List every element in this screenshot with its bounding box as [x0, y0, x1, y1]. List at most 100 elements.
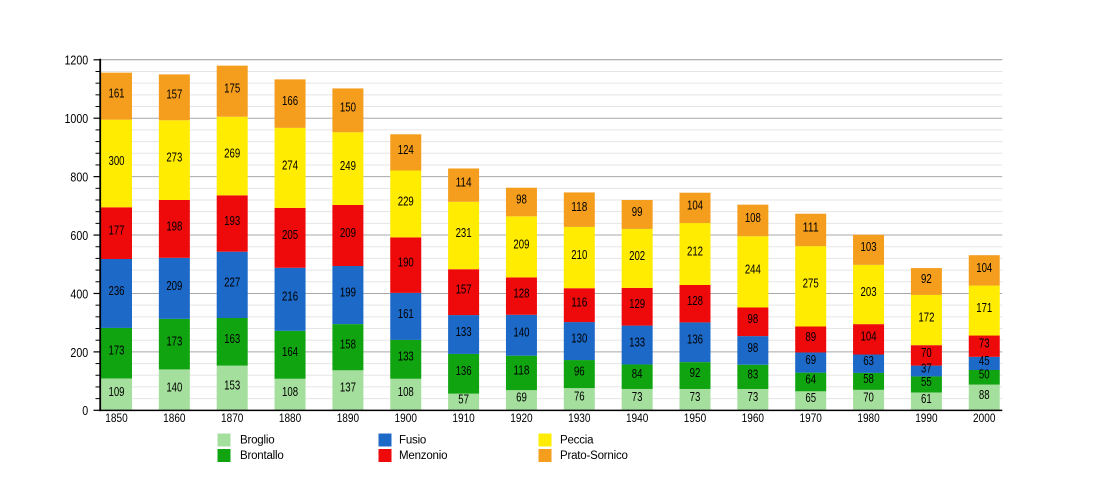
- svg-text:37: 37: [921, 360, 932, 375]
- svg-text:64: 64: [805, 371, 816, 386]
- svg-text:193: 193: [224, 213, 240, 228]
- svg-text:108: 108: [282, 384, 298, 399]
- svg-text:128: 128: [687, 293, 703, 308]
- svg-text:216: 216: [282, 289, 298, 304]
- svg-text:Menzonio: Menzonio: [399, 450, 447, 462]
- svg-text:173: 173: [166, 334, 182, 349]
- svg-text:109: 109: [108, 384, 124, 399]
- svg-text:83: 83: [748, 366, 759, 381]
- svg-text:1860: 1860: [163, 411, 186, 425]
- svg-text:1990: 1990: [915, 411, 938, 425]
- svg-text:73: 73: [979, 336, 990, 351]
- svg-text:190: 190: [398, 255, 414, 270]
- svg-text:136: 136: [456, 363, 472, 378]
- svg-text:108: 108: [398, 384, 414, 399]
- svg-text:198: 198: [166, 218, 182, 233]
- svg-text:84: 84: [632, 366, 643, 381]
- svg-text:50: 50: [979, 367, 990, 382]
- svg-text:300: 300: [108, 153, 124, 168]
- svg-text:69: 69: [516, 390, 527, 405]
- svg-text:140: 140: [166, 379, 182, 394]
- svg-text:175: 175: [224, 81, 240, 96]
- svg-text:65: 65: [805, 390, 816, 405]
- svg-text:Peccia: Peccia: [560, 435, 594, 447]
- svg-text:73: 73: [690, 389, 701, 404]
- svg-text:128: 128: [513, 286, 529, 301]
- svg-text:137: 137: [340, 380, 356, 395]
- svg-text:103: 103: [861, 239, 877, 254]
- svg-text:1980: 1980: [857, 411, 880, 425]
- svg-text:1970: 1970: [800, 411, 823, 425]
- svg-text:199: 199: [340, 284, 356, 299]
- svg-text:1900: 1900: [395, 411, 418, 425]
- svg-text:1940: 1940: [626, 411, 649, 425]
- svg-text:114: 114: [456, 175, 472, 190]
- svg-text:1960: 1960: [742, 411, 765, 425]
- svg-text:129: 129: [629, 296, 645, 311]
- svg-text:89: 89: [805, 329, 816, 344]
- svg-text:275: 275: [803, 276, 819, 291]
- svg-text:104: 104: [687, 197, 703, 212]
- svg-text:172: 172: [918, 309, 934, 324]
- svg-text:244: 244: [745, 261, 761, 276]
- svg-text:158: 158: [340, 337, 356, 352]
- svg-text:212: 212: [687, 243, 703, 258]
- svg-text:104: 104: [861, 329, 877, 344]
- svg-text:1000: 1000: [64, 112, 88, 126]
- svg-text:164: 164: [282, 344, 298, 359]
- svg-text:69: 69: [805, 352, 816, 367]
- svg-text:227: 227: [224, 274, 240, 289]
- svg-text:98: 98: [748, 311, 759, 326]
- svg-text:99: 99: [632, 204, 643, 219]
- svg-text:269: 269: [224, 145, 240, 160]
- svg-text:1930: 1930: [568, 411, 591, 425]
- svg-text:150: 150: [340, 100, 356, 115]
- svg-text:163: 163: [224, 331, 240, 346]
- svg-text:205: 205: [282, 227, 298, 242]
- svg-text:2000: 2000: [973, 411, 996, 425]
- svg-text:73: 73: [748, 389, 759, 404]
- svg-text:209: 209: [166, 278, 182, 293]
- svg-text:73: 73: [632, 389, 643, 404]
- svg-text:203: 203: [861, 284, 877, 299]
- svg-text:161: 161: [398, 306, 414, 321]
- svg-text:161: 161: [108, 86, 124, 101]
- svg-text:231: 231: [456, 225, 472, 240]
- svg-text:273: 273: [166, 150, 182, 165]
- svg-text:118: 118: [513, 362, 529, 377]
- svg-text:0: 0: [82, 404, 88, 418]
- svg-text:153: 153: [224, 377, 240, 392]
- svg-text:209: 209: [513, 236, 529, 251]
- svg-text:600: 600: [70, 229, 88, 243]
- svg-text:1920: 1920: [510, 411, 533, 425]
- svg-text:116: 116: [571, 295, 587, 310]
- svg-text:57: 57: [458, 391, 469, 406]
- svg-text:61: 61: [921, 391, 932, 406]
- svg-text:140: 140: [513, 325, 529, 340]
- svg-text:157: 157: [456, 282, 472, 297]
- svg-text:76: 76: [574, 389, 585, 404]
- svg-text:236: 236: [108, 283, 124, 298]
- svg-text:70: 70: [921, 345, 932, 360]
- svg-text:800: 800: [70, 171, 88, 185]
- svg-text:249: 249: [340, 158, 356, 173]
- svg-text:210: 210: [571, 247, 587, 262]
- svg-text:Broglio: Broglio: [240, 435, 274, 447]
- svg-text:209: 209: [340, 225, 356, 240]
- svg-text:133: 133: [629, 334, 645, 349]
- svg-text:63: 63: [863, 353, 874, 368]
- svg-text:58: 58: [863, 371, 874, 386]
- svg-text:177: 177: [108, 223, 124, 238]
- svg-text:171: 171: [976, 300, 992, 315]
- svg-text:157: 157: [166, 87, 182, 102]
- svg-text:200: 200: [70, 346, 88, 360]
- svg-text:1890: 1890: [337, 411, 360, 425]
- svg-text:Fusio: Fusio: [399, 435, 426, 447]
- svg-text:Prato-Sornico: Prato-Sornico: [560, 450, 628, 462]
- svg-text:1200: 1200: [64, 54, 88, 68]
- svg-text:108: 108: [745, 210, 761, 225]
- svg-text:274: 274: [282, 157, 298, 172]
- svg-text:98: 98: [748, 340, 759, 355]
- svg-text:1880: 1880: [279, 411, 302, 425]
- svg-text:133: 133: [456, 324, 472, 339]
